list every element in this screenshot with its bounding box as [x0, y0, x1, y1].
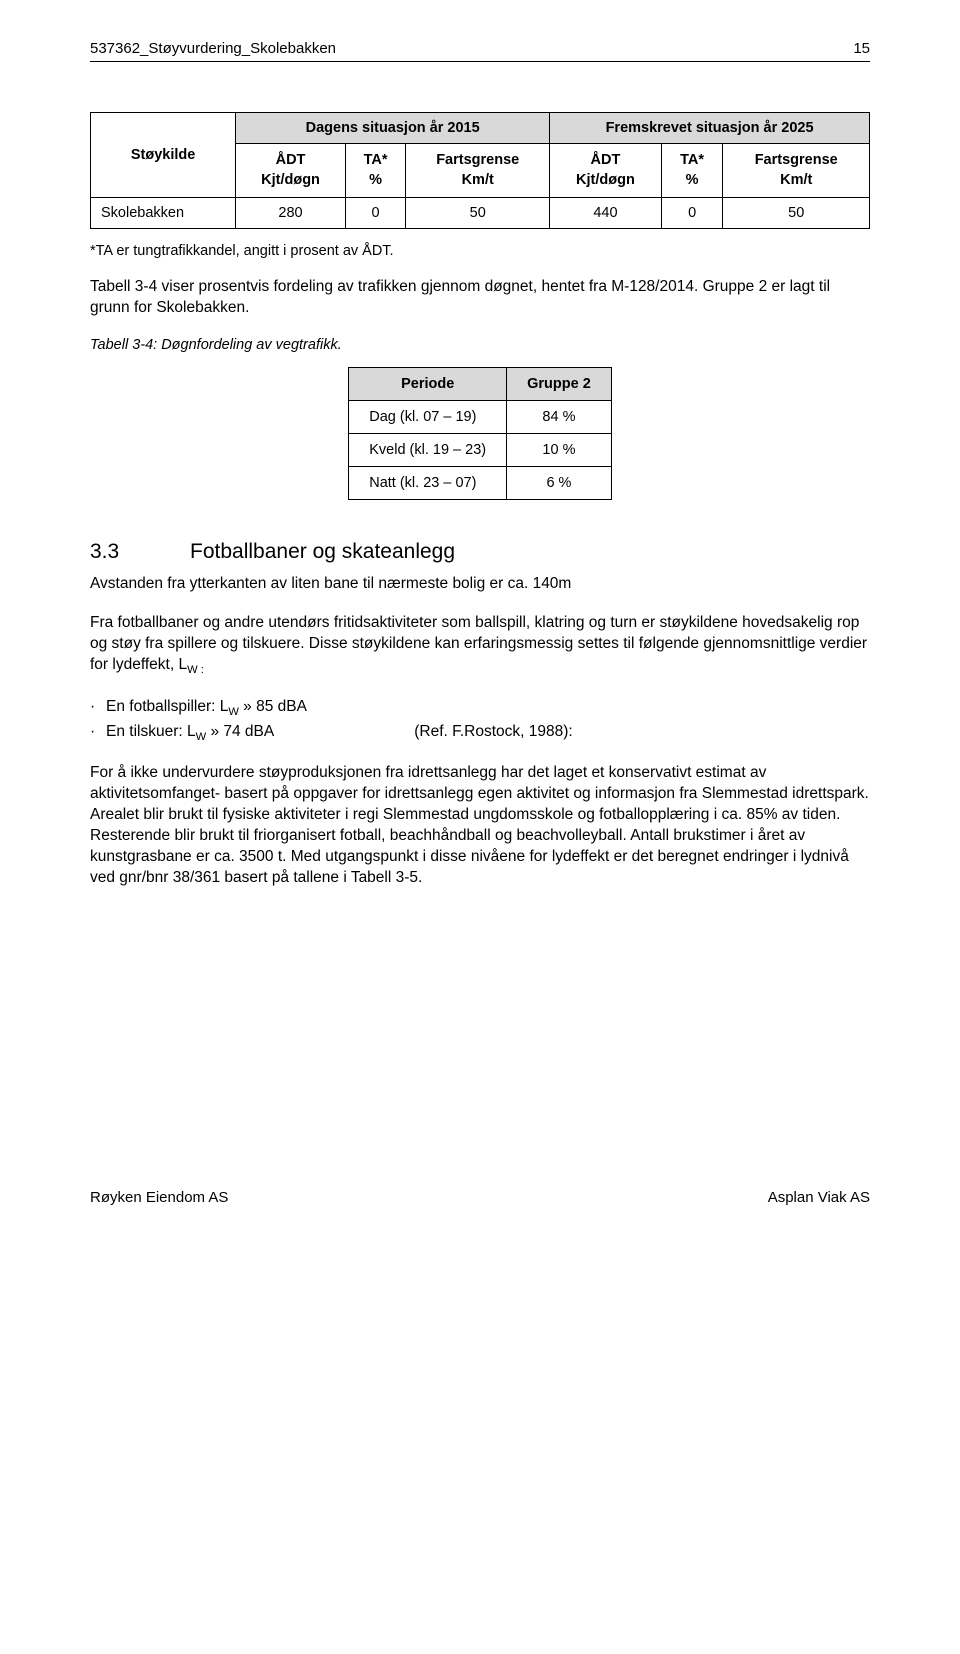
table-row: Skolebakken 280 0 50 440 0 50 — [91, 198, 870, 229]
cell: 84 % — [507, 400, 612, 433]
paragraph: Avstanden fra ytterkanten av liten bane … — [90, 574, 870, 595]
bullet-dot: · — [90, 721, 106, 746]
list-item: · En tilskuer: LW » 74 dBA (Ref. F.Rosto… — [90, 721, 870, 746]
page-header: 537362_Støyvurdering_Skolebakken 15 — [90, 40, 870, 57]
col-hdr: FartsgrenseKm/t — [723, 144, 870, 198]
paragraph: Fra fotballbaner og andre utendørs friti… — [90, 613, 870, 678]
reference: (Ref. F.Rostock, 1988): — [414, 721, 573, 746]
col-hdr: ÅDTKjt/døgn — [236, 144, 346, 198]
footer-right: Asplan Viak AS — [768, 1189, 870, 1206]
doc-title: 537362_Støyvurdering_Skolebakken — [90, 40, 336, 57]
header-rule — [90, 61, 870, 62]
section-title: Fotballbaner og skateanlegg — [190, 540, 455, 564]
page-number: 15 — [853, 40, 870, 57]
bullet-list: · En fotballspiller: LW » 85 dBA · En ti… — [90, 696, 870, 745]
col-hdr: Gruppe 2 — [507, 367, 612, 400]
row-label: Skolebakken — [91, 198, 236, 229]
col-hdr: ÅDTKjt/døgn — [550, 144, 662, 198]
cell: Natt (kl. 23 – 07) — [349, 466, 507, 499]
table-footnote: *TA er tungtrafikkandel, angitt i prosen… — [90, 243, 870, 259]
section-number: 3.3 — [90, 540, 190, 564]
cell: 440 — [550, 198, 662, 229]
bullet-dot: · — [90, 696, 106, 721]
cell: Kveld (kl. 19 – 23) — [349, 433, 507, 466]
footer-left: Røyken Eiendom AS — [90, 1189, 228, 1206]
paragraph: Tabell 3-4 viser prosentvis fordeling av… — [90, 277, 870, 319]
section-heading: 3.3 Fotballbaner og skateanlegg — [90, 540, 870, 564]
paragraph: For å ikke undervurdere støyproduksjonen… — [90, 763, 870, 889]
table-rowheader: Støykilde — [91, 113, 236, 198]
table-caption: Tabell 3-4: Døgnfordeling av vegtrafikk. — [90, 337, 870, 353]
cell: 50 — [406, 198, 550, 229]
cell: 280 — [236, 198, 346, 229]
cell: 6 % — [507, 466, 612, 499]
table-row: Dag (kl. 07 – 19) 84 % — [349, 400, 612, 433]
period-table: Periode Gruppe 2 Dag (kl. 07 – 19) 84 % … — [348, 367, 612, 500]
cell: Dag (kl. 07 – 19) — [349, 400, 507, 433]
table-row: Kveld (kl. 19 – 23) 10 % — [349, 433, 612, 466]
traffic-table: Støykilde Dagens situasjon år 2015 Frems… — [90, 112, 870, 229]
col-hdr: FartsgrenseKm/t — [406, 144, 550, 198]
page-footer: Røyken Eiendom AS Asplan Viak AS — [90, 1189, 870, 1206]
table-group-right: Fremskrevet situasjon år 2025 — [550, 113, 870, 144]
list-item: · En fotballspiller: LW » 85 dBA — [90, 696, 870, 721]
cell: 0 — [661, 198, 723, 229]
table-group-left: Dagens situasjon år 2015 — [236, 113, 550, 144]
col-hdr: Periode — [349, 367, 507, 400]
cell: 50 — [723, 198, 870, 229]
table-row: Natt (kl. 23 – 07) 6 % — [349, 466, 612, 499]
col-hdr: TA*% — [661, 144, 723, 198]
cell: 10 % — [507, 433, 612, 466]
col-hdr: TA*% — [345, 144, 405, 198]
cell: 0 — [345, 198, 405, 229]
